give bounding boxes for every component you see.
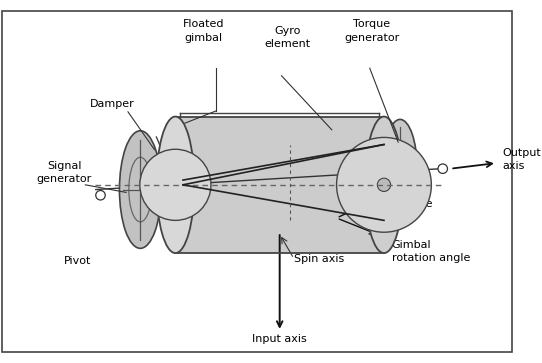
Ellipse shape: [140, 149, 211, 220]
Text: Input axis: Input axis: [252, 334, 307, 344]
Text: Output
axis: Output axis: [502, 148, 541, 171]
Ellipse shape: [96, 191, 105, 200]
Ellipse shape: [157, 117, 195, 253]
Text: Spin
reference
axis: Spin reference axis: [379, 185, 433, 222]
Ellipse shape: [383, 119, 417, 218]
Ellipse shape: [377, 178, 391, 191]
Polygon shape: [176, 117, 384, 253]
Text: Gyro
element: Gyro element: [264, 26, 311, 49]
Text: Gimbal
rotation angle: Gimbal rotation angle: [391, 240, 470, 263]
Text: Torque
generator: Torque generator: [344, 19, 399, 42]
Ellipse shape: [438, 164, 448, 174]
Text: Damper: Damper: [89, 99, 134, 109]
Ellipse shape: [337, 138, 431, 232]
Ellipse shape: [119, 131, 161, 248]
Text: Pivot: Pivot: [64, 256, 92, 266]
Ellipse shape: [365, 117, 403, 253]
Text: Signal
generator: Signal generator: [37, 161, 92, 184]
Text: Spin axis: Spin axis: [294, 254, 344, 264]
Text: Floated
gimbal: Floated gimbal: [183, 19, 224, 42]
